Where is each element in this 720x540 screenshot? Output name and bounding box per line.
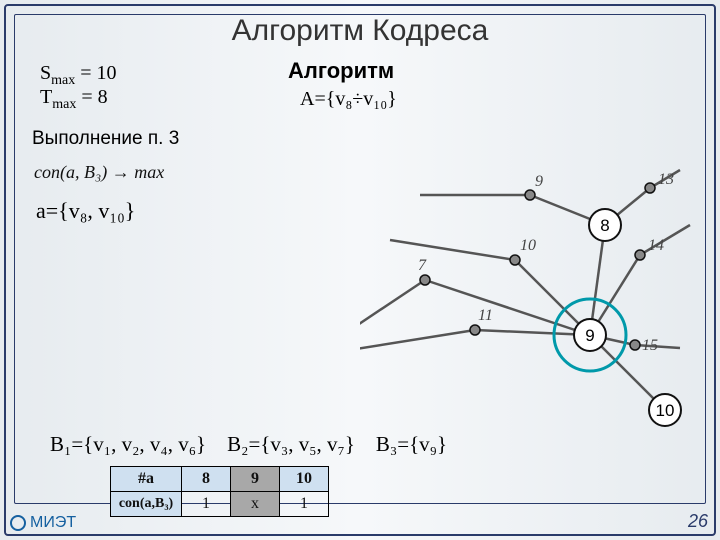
table-val-8: 1	[182, 492, 231, 517]
graph-node-label: 11	[478, 307, 493, 324]
graph-node	[510, 255, 520, 265]
graph-node-label: 10	[520, 237, 536, 254]
graph-node	[635, 250, 645, 260]
graph-node-label: 13	[658, 171, 674, 188]
table-val-10: 1	[280, 492, 329, 517]
graph-node	[630, 340, 640, 350]
logo: МИЭТ	[10, 514, 76, 532]
table-row: #a 8 9 10	[111, 467, 329, 492]
b1-text: B₁={v₁, v₂, v₄, v₆}	[50, 432, 206, 456]
graph-edge	[475, 330, 590, 335]
smax-text: Smax = 10	[40, 62, 117, 89]
table-header-con: con(a,B₃)	[111, 492, 182, 517]
con-formula: con(a, B₃) → max	[34, 162, 164, 183]
table-row: con(a,B₃) 1 x 1	[111, 492, 329, 517]
slide-number: 26	[688, 511, 708, 532]
graph-diagram: 7 9 10 11 13 14 15 8 9 10	[360, 150, 700, 440]
table-header-a: #a	[111, 467, 182, 492]
tmax-text: Tmax = 8	[40, 86, 108, 113]
graph-node	[420, 275, 430, 285]
graph-edge	[360, 280, 425, 330]
logo-text: МИЭТ	[30, 514, 76, 532]
graph-node-label: 8	[600, 216, 609, 235]
graph-node-label: 9	[535, 173, 543, 190]
graph-edge	[360, 330, 475, 350]
graph-node	[470, 325, 480, 335]
page-title: Алгоритм Кодреса	[0, 14, 720, 48]
slide: Алгоритм Кодреса Smax = 10 Tmax = 8 Алго…	[0, 0, 720, 540]
algorithm-subheader: Алгоритм	[288, 58, 394, 84]
graph-node-label: 15	[642, 337, 658, 354]
table-col-10: 10	[280, 467, 329, 492]
a-set: a={v₈, v₁₀}	[36, 198, 135, 224]
graph-node-label: 7	[418, 257, 427, 274]
A-set: A={v₈÷v₁₀}	[300, 88, 397, 111]
graph-edge	[390, 240, 515, 260]
graph-node-label: 10	[656, 401, 675, 420]
graph-node	[645, 183, 655, 193]
table-col-8: 8	[182, 467, 231, 492]
graph-node-label: 14	[648, 237, 664, 254]
logo-icon	[10, 515, 26, 531]
b2-text: B₂={v₃, v₅, v₇}	[227, 432, 355, 456]
step-label: Выполнение п. 3	[32, 128, 179, 150]
table-val-9: x	[231, 492, 280, 517]
graph-node-label: 9	[585, 326, 594, 345]
con-table: #a 8 9 10 con(a,B₃) 1 x 1	[110, 466, 329, 517]
graph-node	[525, 190, 535, 200]
table-col-9: 9	[231, 467, 280, 492]
